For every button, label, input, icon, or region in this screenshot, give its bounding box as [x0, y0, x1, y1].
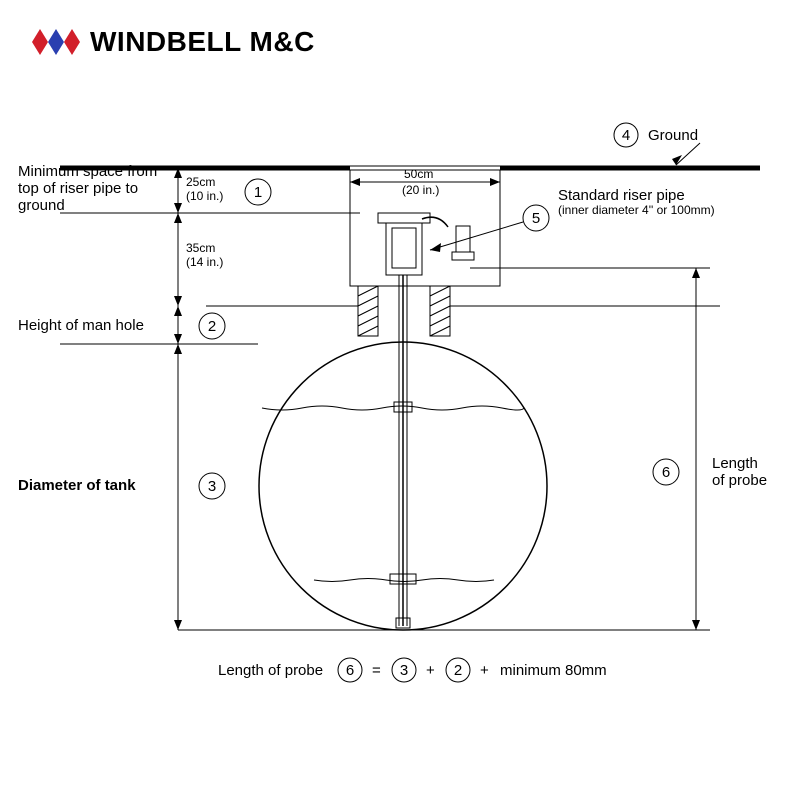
svg-text:6: 6 — [346, 662, 354, 679]
lbl-length-probe: Length of probe — [712, 455, 767, 489]
svg-text:35cm: 35cm — [186, 241, 215, 255]
svg-text:5: 5 — [532, 210, 540, 227]
callout-3: 3 — [199, 473, 225, 499]
callout-4: 4 — [614, 123, 638, 147]
svg-text:(20 in.): (20 in.) — [402, 183, 439, 197]
dim-50cm: 50cm (20 in.) — [350, 167, 500, 197]
lbl-riser-sub: (inner diameter 4'' or 100mm) — [558, 203, 715, 217]
svg-text:+: + — [480, 662, 489, 679]
svg-text:(10 in.): (10 in.) — [186, 189, 223, 203]
svg-text:minimum 80mm: minimum 80mm — [500, 662, 607, 679]
svg-text:3: 3 — [400, 662, 408, 679]
arrow-riser — [430, 243, 441, 252]
dim-25cm: 25cm (10 in.) — [174, 168, 223, 213]
lbl-riser: Standard riser pipe — [558, 187, 685, 204]
svg-text:Length of probe: Length of probe — [218, 662, 323, 679]
svg-text:=: = — [372, 662, 381, 679]
svg-text:6: 6 — [662, 464, 670, 481]
manhole-collar — [358, 286, 450, 336]
svg-text:1: 1 — [254, 184, 262, 201]
water-level — [314, 579, 494, 582]
callout-2: 2 — [199, 313, 225, 339]
installation-diagram: Ground 4 — [0, 0, 800, 800]
svg-text:50cm: 50cm — [404, 167, 433, 181]
formula: Length of probe 6 = 3 + 2 + minimum 80mm — [218, 658, 607, 682]
svg-text:3: 3 — [208, 478, 216, 495]
callout-6: 6 — [653, 459, 679, 485]
lbl-manhole: Height of man hole — [18, 317, 144, 334]
callout-1: 1 — [245, 179, 271, 205]
svg-text:(14 in.): (14 in.) — [186, 255, 223, 269]
callout-5: 5 — [523, 205, 549, 231]
svg-text:+: + — [426, 662, 435, 679]
svg-text:2: 2 — [454, 662, 462, 679]
svg-text:25cm: 25cm — [186, 175, 215, 189]
product-level — [262, 406, 524, 410]
svg-text:4: 4 — [622, 127, 630, 144]
dim-35cm: 35cm (14 in.) — [174, 213, 223, 306]
lbl-tank-dia: Diameter of tank — [18, 477, 136, 494]
probe-head-assembly — [378, 213, 474, 275]
ground-label: Ground — [648, 127, 698, 144]
lbl-min-space: Minimum space from top of riser pipe to … — [18, 163, 161, 214]
svg-text:2: 2 — [208, 318, 216, 335]
